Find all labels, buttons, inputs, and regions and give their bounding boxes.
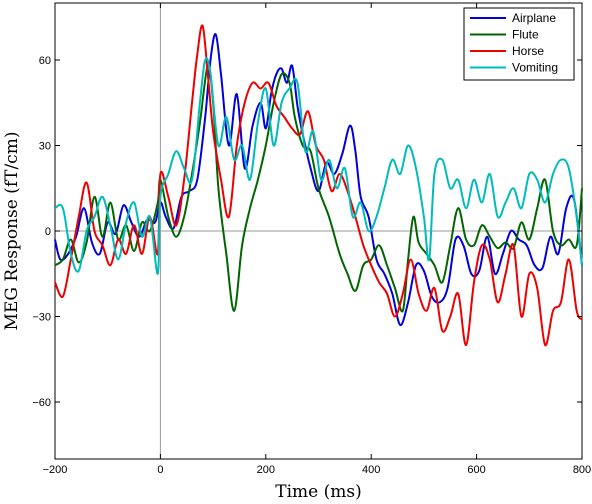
legend-label-airplane: Airplane — [512, 11, 556, 25]
y-tick-label: −30 — [32, 312, 51, 324]
x-tick-label: 200 — [257, 464, 275, 476]
legend-label-flute: Flute — [512, 28, 539, 42]
ticks-layer: −200 0 200 400 600 800 −60 −30 0 30 60 — [32, 3, 591, 476]
y-tick-label: −60 — [32, 397, 51, 409]
series-layer — [54, 24, 583, 347]
legend: Airplane Flute Horse Vomiting — [463, 7, 575, 81]
legend-label-horse: Horse — [512, 44, 544, 58]
series-line-horse — [54, 24, 583, 347]
x-tick-label: 600 — [467, 464, 485, 476]
legend-label-vomiting: Vomiting — [512, 61, 558, 75]
y-tick-label: 0 — [45, 226, 51, 238]
y-tick-label: 30 — [39, 141, 51, 153]
series-line-vomiting — [54, 57, 583, 275]
x-tick-label: 400 — [362, 464, 380, 476]
series-line-flute — [54, 64, 583, 313]
x-tick-label: 800 — [573, 464, 591, 476]
x-axis-label: Time (ms) — [275, 482, 361, 502]
y-axis-label: MEG Response (fT/cm) — [2, 132, 22, 331]
x-tick-label: −200 — [43, 464, 68, 476]
x-tick-label: 0 — [157, 464, 163, 476]
y-tick-label: 60 — [39, 55, 51, 67]
